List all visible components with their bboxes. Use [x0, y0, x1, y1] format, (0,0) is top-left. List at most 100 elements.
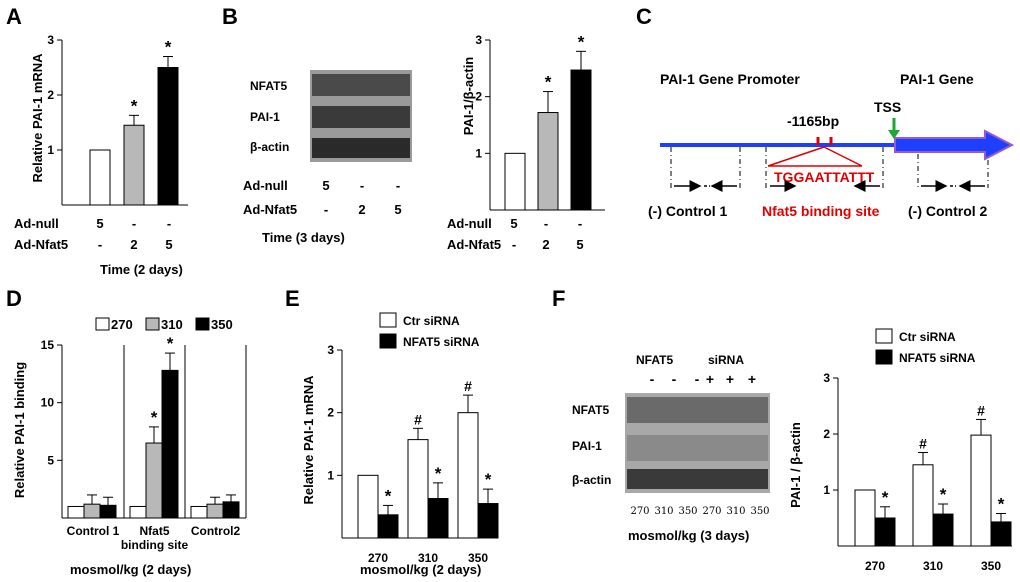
bar-d-2-1	[206, 503, 224, 519]
blot-f-header-nfat5: NFAT5	[636, 353, 673, 367]
blot-f-band-nfat5	[627, 397, 768, 423]
panel-e: E Ctr siRNA NFAT5 siRNA 1 2 3 * 270 # * 310 # * 35…	[285, 286, 499, 577]
blot-b-row2-v3: 5	[394, 202, 401, 217]
blot-f-sign-5: +	[748, 371, 756, 387]
blot-f-lanes: 270 310 350 270 310 350	[630, 506, 769, 517]
significance-f-1-1: *	[940, 485, 947, 504]
panel-b-ylabel: PAI-1/β-actin	[461, 57, 476, 136]
bar-e-2-0	[457, 412, 479, 539]
significance-d-1-2: *	[167, 334, 174, 353]
legend-f-ctr: Ctr siRNA	[899, 330, 956, 344]
panel-b-row1-v2: -	[544, 216, 548, 231]
y-tick-label-a-2: 3	[47, 33, 54, 47]
panel-f-legend: Ctr siRNA NFAT5 siRNA	[875, 328, 976, 365]
y-tick-label-b-1: 2	[475, 90, 482, 104]
significance-b-2: *	[578, 32, 585, 51]
panel-f-ylabel: PAI-1 / β-actin	[788, 422, 803, 508]
y-tick-label-e-0: 1	[327, 468, 334, 482]
blot-f-label-nfat5: NFAT5	[572, 403, 609, 417]
bar-d-2-2	[222, 501, 240, 519]
blot-f-sign-1: -	[672, 371, 677, 387]
y-tick-label-b-2: 3	[475, 33, 482, 47]
x-tick-label-f-1: 310	[923, 559, 943, 573]
legend-e-nfat5: NFAT5 siRNA	[403, 335, 480, 349]
blot-b-row1-label: Ad-null	[243, 178, 288, 193]
legend-e-ctr-swatch	[379, 312, 397, 328]
panel-a: A 1 2 3 * * Relative PAI-1 mRNA Ad-null 5 - …	[6, 4, 188, 277]
d-category-0-0: Control 1	[67, 524, 120, 538]
y-tick-label-f-0: 1	[823, 483, 830, 497]
panel-a-ylabel: Relative PAI-1 mRNA	[30, 53, 45, 183]
panel-a-letter: A	[6, 4, 22, 29]
panel-d: D 270 310 350 5 10 15 Control 1 * * Nfat5bindi…	[6, 286, 247, 577]
significance-a-1: *	[131, 96, 138, 115]
legend-d-350: 350	[211, 317, 233, 332]
bar-e-0-1	[377, 514, 399, 539]
legend-d-310-swatch	[145, 317, 160, 331]
blot-f-sign-2: -	[695, 371, 700, 387]
bar-e-1-0	[407, 439, 429, 539]
legend-d-350-swatch	[195, 317, 210, 331]
x-tick-label-e-0: 270	[368, 551, 388, 565]
panel-d-ylabel: Relative PAI-1 binding	[12, 362, 27, 498]
panel-d-legend: 270 310 350	[95, 317, 233, 332]
bar-d-0-1	[83, 503, 101, 519]
tss-arrow-icon	[888, 130, 900, 139]
binding-sequence: TGGAATTATTT	[774, 169, 875, 185]
x-tick-label-f-2: 350	[981, 559, 1001, 573]
region-control2: (-) Control 2	[908, 203, 988, 219]
panel-a-row1-v3: -	[167, 216, 171, 231]
significance-e-2-0: #	[464, 378, 472, 394]
blot-f-sign-4: +	[726, 371, 734, 387]
bar-f-1-0	[912, 464, 934, 547]
significance-b-1: *	[545, 73, 552, 92]
significance-e-1-0: #	[414, 411, 422, 427]
panel-c-letter: C	[636, 4, 652, 29]
bar-f-1-1	[932, 513, 954, 547]
y-tick-label-b-0: 1	[475, 146, 482, 160]
legend-f-ctr-swatch	[875, 328, 893, 344]
blot-f-sign-3: +	[706, 371, 714, 387]
panel-b-row1-label: Ad-null	[447, 216, 492, 231]
blot-b-band-pai1	[312, 106, 410, 128]
blot-b-band-nfat5	[312, 74, 410, 96]
blot-b-label-actin: β-actin	[250, 140, 289, 154]
gene-arrow	[894, 129, 1015, 161]
bar-d-0-0	[67, 505, 85, 519]
panel-f: F NFAT5 siRNA - - - + + + NFAT5 PAI-1 β-actin…	[552, 286, 1012, 573]
significance-a-2: *	[165, 38, 172, 57]
significance-d-1-1: *	[151, 408, 158, 427]
blot-f-lane-2: 350	[678, 506, 697, 517]
panel-b-row1-v1: 5	[510, 216, 517, 231]
panel-a-chart: 1 2 3 * *	[47, 33, 188, 206]
y-tick-label-e-2: 3	[327, 343, 334, 357]
x-tick-label-e-2: 350	[468, 551, 488, 565]
panel-a-footer: Time (2 days)	[100, 262, 183, 277]
panel-a-row1-v1: 5	[96, 216, 103, 231]
site-callout	[767, 146, 863, 167]
blot-f-label-actin: β-actin	[572, 473, 611, 487]
x-tick-label-f-0: 270	[865, 559, 885, 573]
panel-a-rows: Ad-null 5 - - Ad-Nfat5 - 2 5 Time (2 day…	[14, 216, 183, 277]
bar-d-1-2	[161, 369, 179, 519]
significance-f-2-0: #	[977, 402, 985, 418]
legend-f-nfat5-swatch	[875, 349, 893, 365]
region-control1: (-) Control 1	[648, 203, 728, 219]
blot-b-row1-v2: -	[360, 178, 364, 193]
panel-a-row2-v2: 2	[130, 237, 137, 252]
significance-f-0-1: *	[882, 488, 889, 507]
bar-a-1	[123, 124, 145, 206]
panel-e-chart: 1 2 3 * 270 # * 310 # * 350	[327, 343, 499, 565]
bar-d-1-1	[145, 442, 163, 519]
panel-b-row2-v2: 2	[542, 237, 549, 252]
d-category-1-0: Nfat5	[139, 524, 169, 538]
bar-f-2-1	[990, 521, 1012, 547]
panel-d-letter: D	[6, 286, 22, 311]
bar-b-1	[537, 112, 559, 211]
bar-b-0	[504, 152, 526, 211]
blot-f-lane-4: 310	[726, 506, 745, 517]
blot-f-header-sirna: siRNA	[708, 353, 744, 367]
bar-d-1-0	[129, 505, 147, 519]
legend-e-ctr: Ctr siRNA	[403, 314, 460, 328]
